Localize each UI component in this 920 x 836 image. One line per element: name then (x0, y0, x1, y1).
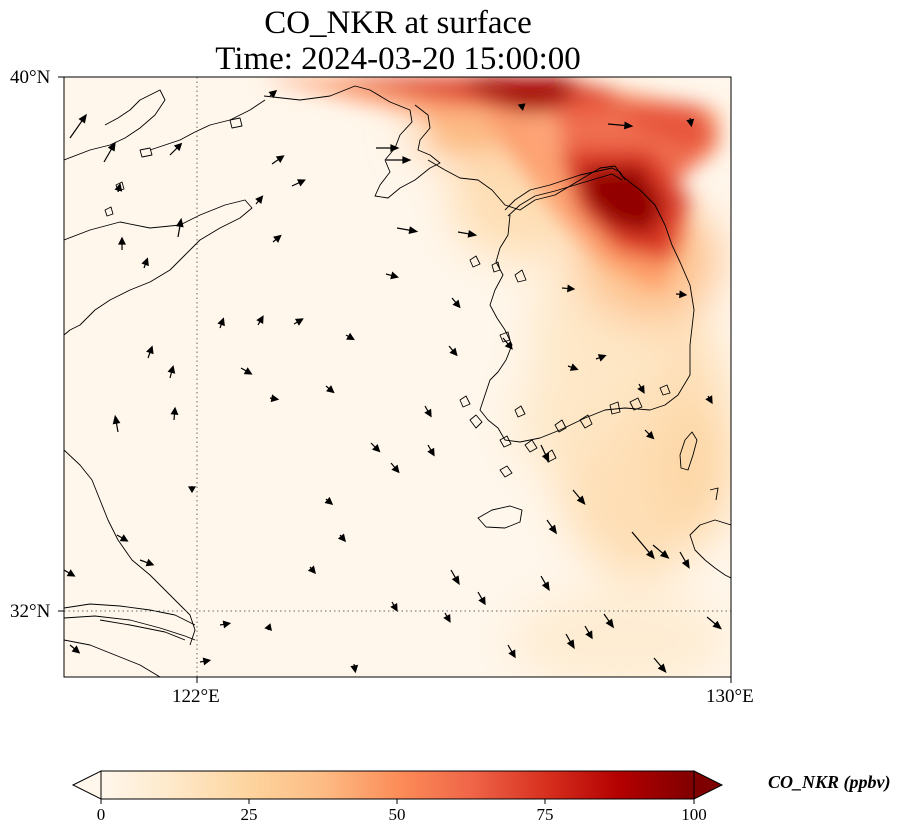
colorbar-tick-label: 100 (681, 805, 707, 824)
plot-subtitle-time: Time: 2024-03-20 15:00:00 (215, 41, 581, 77)
wind-vectors (64, 89, 722, 674)
map-frame (63, 76, 732, 678)
lat-tick-label-40n: 40°N (10, 67, 51, 88)
colorbar-label: CO_NKR (ppbv) (768, 772, 891, 792)
coastlines (64, 85, 731, 677)
lat-tick-label-32n: 32°N (10, 601, 51, 622)
lon-tick-label-130e: 130°E (706, 686, 754, 707)
axis-ticks (58, 76, 732, 683)
plot-title: CO_NKR at surface (264, 5, 532, 41)
colorbar-tick-label: 0 (96, 805, 106, 824)
colorbar-tick-label: 25 (240, 805, 258, 824)
concentration-field (64, 77, 731, 677)
colorbar-tick-label: 75 (536, 805, 554, 824)
lon-tick-label-122e: 122°E (172, 686, 220, 707)
colorbar-tick-label: 50 (388, 805, 406, 824)
colorbar (71, 770, 724, 804)
